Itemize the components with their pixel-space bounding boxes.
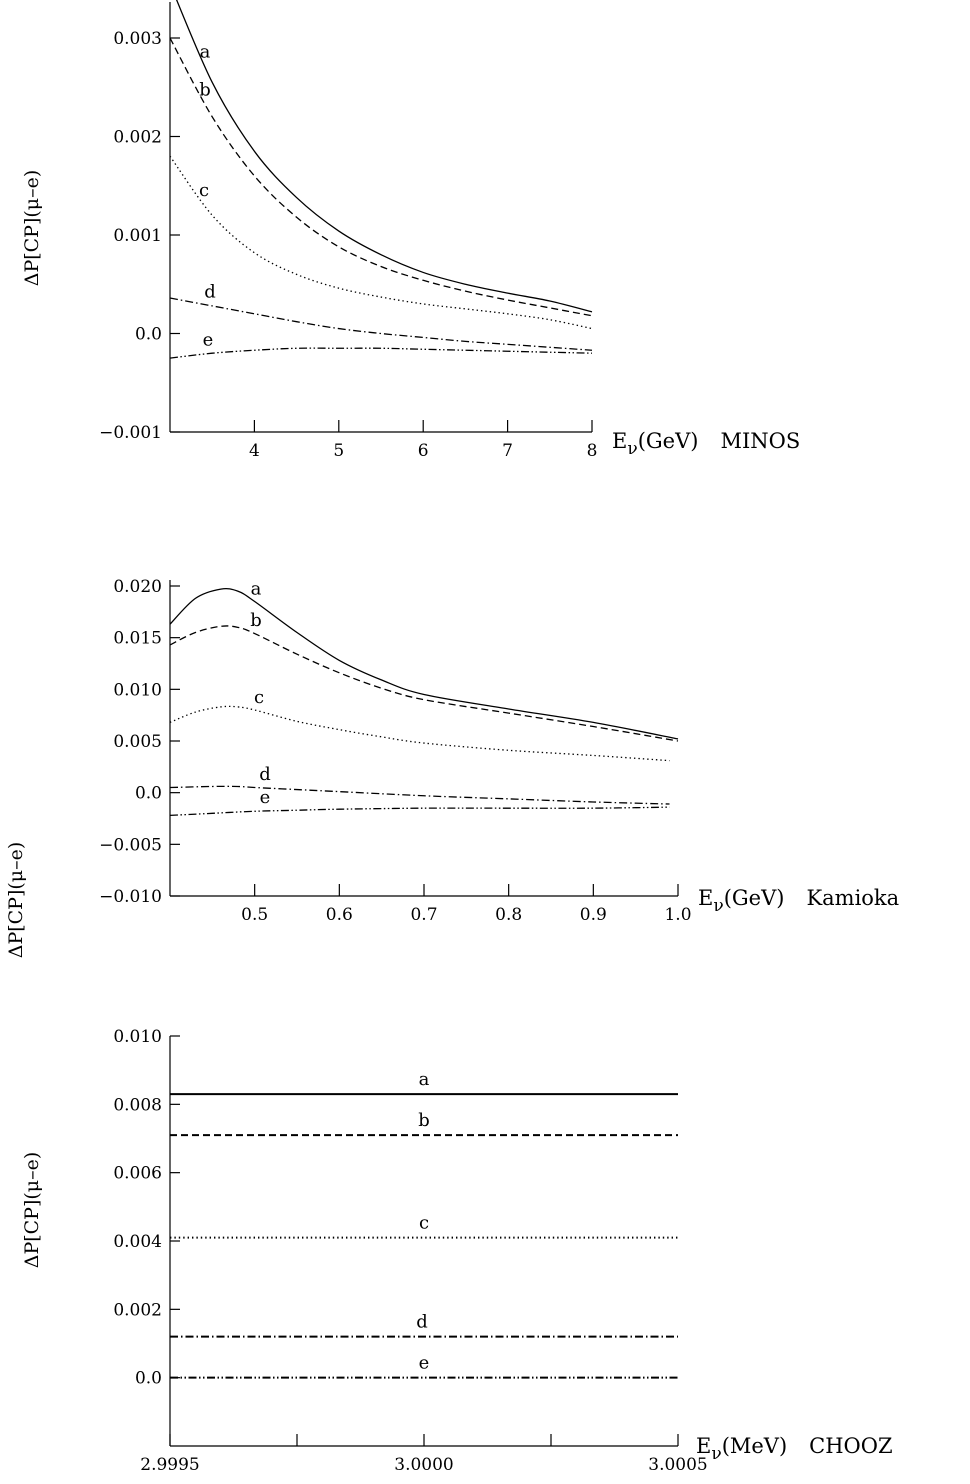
x-axis-label-experiment: CHOOZ [809, 1434, 892, 1458]
y-tick-label: 0.015 [113, 629, 162, 649]
y-tick-label: −0.005 [99, 835, 162, 855]
y-tick-label: 0.002 [113, 1300, 162, 1320]
y-axis-label: ΔP[CP](μ–e) [21, 170, 43, 287]
x-tick-label: 1.0 [664, 905, 691, 925]
x-axis-label: Eν(MeV) CHOOZ [696, 1434, 893, 1464]
chart-panel-kamioka: 0.020 0.015 0.010 0.005 0.0 −0.005 −0.010 0.5 0.… [5, 577, 899, 958]
x-axis-label-symbol: E [612, 429, 627, 453]
y-tick-label: 0.0 [135, 325, 162, 345]
x-axis-label-experiment: MINOS [720, 429, 800, 453]
y-tick-label: −0.001 [99, 423, 162, 443]
y-tick-label: 0.001 [113, 226, 162, 246]
x-axis-label-unit: (MeV) [722, 1434, 787, 1458]
series-label-c: c [419, 1213, 429, 1234]
series-label-d: d [204, 282, 216, 303]
series-label-b: b [199, 79, 211, 100]
x-axis-label-experiment: Kamioka [806, 886, 899, 910]
series-label-b: b [418, 1110, 430, 1131]
series-line-c [169, 155, 593, 330]
x-axis-label: Eν(GeV) MINOS [612, 429, 800, 459]
series-line-c [169, 705, 670, 762]
x-tick-label: 0.7 [410, 905, 437, 925]
x-tick-label: 4 [249, 441, 260, 461]
series-label-e: e [419, 1353, 430, 1374]
x-tick-label: 8 [587, 441, 598, 461]
x-tick-label: 5 [333, 441, 344, 461]
x-tick-label: 7 [502, 441, 513, 461]
series-line-d [169, 297, 593, 351]
series-label-a: a [251, 578, 262, 599]
series-label-a: a [200, 42, 211, 63]
series-line-d [169, 785, 670, 805]
series-line-b [169, 37, 593, 317]
series-label-d: d [416, 1312, 428, 1333]
y-tick-label: 0.010 [113, 1027, 162, 1047]
y-tick-label: 0.003 [113, 29, 162, 49]
series-label-e: e [260, 787, 271, 808]
x-tick-label: 2.9995 [140, 1455, 199, 1475]
x-tick-label: 0.6 [326, 905, 353, 925]
x-tick-label: 0.8 [495, 905, 522, 925]
y-tick-label: 0.004 [113, 1232, 162, 1252]
series-line-e [169, 347, 593, 359]
x-axis-label-subscript: ν [627, 439, 637, 459]
series-label-c: c [199, 180, 209, 201]
y-tick-label: 0.020 [113, 577, 162, 597]
x-axis-label-subscript: ν [711, 1444, 721, 1464]
x-tick-label: 0.5 [241, 905, 268, 925]
series-label-e: e [203, 330, 214, 351]
series-label-a: a [419, 1069, 430, 1090]
series-label-d: d [259, 764, 271, 785]
y-tick-label: 0.0 [135, 1369, 162, 1389]
y-axis-label: ΔP[CP](μ–e) [5, 842, 27, 959]
x-axis-label-symbol: E [698, 886, 713, 910]
series-label-b: b [250, 610, 262, 631]
y-tick-label: 0.002 [113, 128, 162, 148]
x-tick-label: 0.9 [580, 905, 607, 925]
x-axis-label-unit: (GeV) [724, 886, 785, 910]
x-axis-label: Eν(GeV) Kamioka [698, 886, 899, 916]
series-line-e [169, 806, 670, 817]
y-tick-label: 0.0 [135, 784, 162, 804]
x-axis-label-subscript: ν [713, 896, 723, 916]
x-axis-label-unit: (GeV) [638, 429, 699, 453]
x-axis-label-symbol: E [696, 1434, 711, 1458]
series-line-a [169, 587, 679, 740]
x-tick-label: 3.0005 [648, 1455, 707, 1475]
y-tick-label: 0.010 [113, 680, 162, 700]
y-tick-label: 0.005 [113, 732, 162, 752]
series-line-b [169, 625, 679, 742]
series-label-c: c [254, 687, 264, 708]
y-tick-label: 0.008 [113, 1095, 162, 1115]
chart-panel-minos: 0.003 0.002 0.001 0.0 −0.001 4 5 6 7 8 ΔP[CP](μ–e)… [21, 0, 800, 461]
chart-panel-chooz: 0.010 0.008 0.006 0.004 0.002 0.0 2.9995 3.0000… [21, 1027, 893, 1475]
y-tick-label: 0.006 [113, 1164, 162, 1184]
x-tick-label: 6 [418, 441, 429, 461]
x-tick-label: 3.0000 [394, 1455, 453, 1475]
series-line-a [175, 0, 593, 313]
y-tick-label: −0.010 [99, 887, 162, 907]
y-axis-label: ΔP[CP](μ–e) [21, 1152, 43, 1269]
